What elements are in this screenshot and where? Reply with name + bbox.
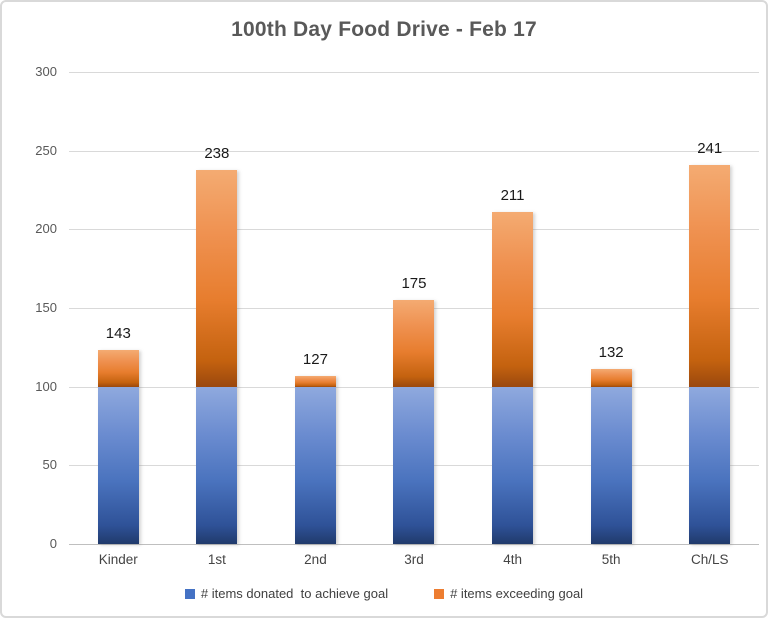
legend-swatch-icon: [434, 588, 445, 599]
bar-segment-achieved-goal: [97, 386, 139, 544]
bar-5th: [590, 369, 632, 544]
y-tick-label-300: 300: [35, 64, 57, 79]
bar-segment-achieved-goal: [492, 386, 534, 544]
y-tick-label-150: 150: [35, 300, 57, 315]
bar-segment-achieved-goal: [689, 386, 731, 544]
legend-label: # items exceeding goal: [450, 586, 584, 601]
y-tick-label-250: 250: [35, 142, 57, 158]
bar-segment-exceeding-goal: [689, 164, 731, 387]
x-axis-labels: Kinder 1st 2nd 3rd 4th 5th Ch/LS: [69, 552, 759, 567]
y-tick-label-200: 200: [35, 221, 57, 237]
x-axis-label-2nd: 2nd: [304, 552, 327, 567]
bar-value-label: 238: [204, 144, 230, 162]
bar-value-label: 211: [500, 187, 525, 205]
bar-1st: [196, 169, 238, 544]
gridline-300: [69, 72, 759, 73]
x-axis-label-3rd: 3rd: [404, 552, 424, 567]
y-tick-label-0: 0: [49, 536, 57, 551]
bar-segment-exceeding-goal: [492, 212, 534, 387]
chart-title: 100th Day Food Drive - Feb 17: [231, 18, 537, 41]
bar-2nd: [294, 375, 336, 544]
bar-value-label: 127: [302, 350, 328, 368]
gridline-250: [69, 150, 759, 152]
legend: # items donated to achieve goal # items e…: [2, 586, 766, 601]
bar-slot-ch-ls: 241: [660, 72, 759, 544]
bar-segment-achieved-goal: [590, 386, 632, 544]
bar-slot-1st: 238: [168, 72, 267, 544]
bar-kinder: [97, 350, 139, 544]
bar-segment-achieved-goal: [393, 386, 435, 544]
bar-segment-exceeding-goal: [294, 375, 336, 387]
bar-value-label: 175: [401, 275, 427, 293]
bar-segment-exceeding-goal: [196, 169, 238, 387]
y-tick-label-50: 50: [42, 457, 57, 473]
legend-item-items-donated-to-achieve-goal: # items donated to achieve goal: [184, 586, 389, 601]
legend-item-items-exceeding-goal: # items exceeding goal: [434, 586, 583, 601]
bar-segment-achieved-goal: [196, 386, 238, 544]
bar-slot-kinder: 143: [69, 72, 168, 544]
gridline-0: [69, 544, 759, 545]
bar-3rd: [393, 300, 435, 544]
x-axis-label-5th: 5th: [601, 552, 621, 567]
bar-value-label: 143: [105, 325, 131, 343]
x-axis-label-kinder: Kinder: [98, 552, 138, 567]
bar-slot-2nd: 127: [266, 72, 365, 544]
x-axis-label-4th: 4th: [503, 552, 522, 567]
bar-value-label: 241: [697, 139, 723, 157]
bar-value-label: 132: [598, 344, 624, 362]
legend-swatch-icon: [184, 588, 195, 599]
bar-segment-achieved-goal: [294, 386, 336, 544]
bar-segment-exceeding-goal: [97, 350, 139, 387]
legend-label: # items donated to achieve goal: [200, 586, 389, 601]
gridline-200: [69, 229, 759, 231]
x-axis-label-ch-ls: Ch/LS: [690, 552, 729, 567]
bar-slot-3rd: 175: [365, 72, 464, 544]
bar-segment-exceeding-goal: [590, 369, 632, 387]
bar-slot-5th: 132: [562, 72, 661, 544]
bar-4th: [492, 212, 534, 544]
bar-segment-exceeding-goal: [393, 300, 435, 387]
y-tick-label-100: 100: [35, 378, 57, 394]
bar-slot-4th: 211: [463, 72, 562, 544]
x-axis-label-1st: 1st: [207, 552, 226, 567]
bar-ch-ls: [689, 164, 731, 544]
